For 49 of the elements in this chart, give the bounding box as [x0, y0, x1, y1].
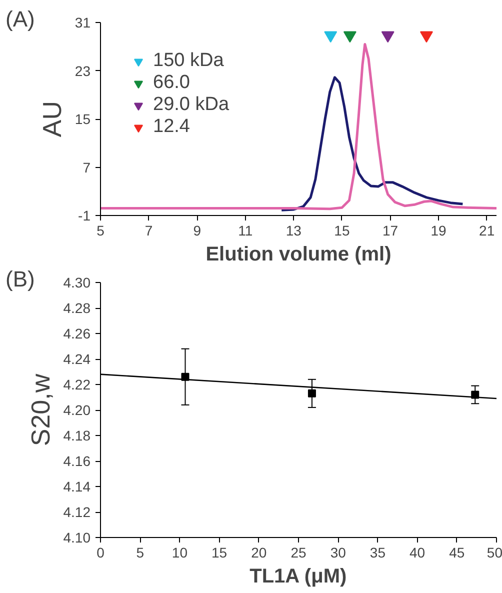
y-tick-label: 4.22	[63, 376, 91, 392]
x-tick-label: 35	[370, 544, 386, 560]
y-tick-label: 4.18	[63, 428, 91, 444]
y-tick-label: 4.30	[63, 274, 91, 290]
y-tick-label: 4.20	[63, 402, 91, 418]
chart-title: (B)	[6, 266, 35, 292]
y-tick-label: 23	[74, 62, 91, 79]
line-series	[100, 42, 496, 210]
x-axis-title: Elution volume (ml)	[206, 244, 392, 266]
legend-label: 150 kDa	[153, 50, 224, 72]
legend-label: 29.0 kDa	[153, 94, 230, 116]
y-tick-label: 4.14	[63, 478, 91, 494]
x-tick-label: 5	[96, 222, 105, 238]
y-tick-label: 4.16	[63, 453, 91, 469]
y-axis-title: AU	[36, 100, 67, 138]
y-tick-label: 4.28	[63, 300, 91, 316]
y-tick-label: 4.26	[63, 326, 91, 342]
y-tick-label: 4.12	[63, 504, 91, 520]
y-tick-label: 15	[74, 111, 91, 127]
x-tick-label: 9	[193, 222, 202, 238]
x-tick-label: 40	[410, 544, 426, 560]
x-tick-label: 17	[382, 222, 398, 238]
x-tick-label: 19	[430, 222, 447, 238]
x-tick-label: 0	[96, 544, 105, 560]
x-tick-label: 21	[479, 222, 495, 238]
legend-label: 12.4	[153, 116, 190, 138]
x-tick-label: 30	[330, 544, 346, 560]
x-tick-label: 25	[290, 544, 306, 560]
x-tick-label: 50	[486, 544, 502, 560]
y-tick-label: 4.10	[63, 530, 91, 546]
line-series	[280, 76, 464, 212]
y-axis-title: S20,w	[25, 374, 56, 446]
x-tick-label: 15	[212, 544, 228, 560]
x-axis-title: TL1A (μM)	[250, 566, 347, 588]
y-tick-label: -1	[78, 208, 91, 224]
x-tick-label: 11	[238, 222, 253, 238]
y-tick-label: 7	[82, 159, 91, 176]
x-tick-label: 13	[286, 222, 302, 238]
x-tick-label: 7	[144, 222, 153, 238]
x-tick-label: 10	[172, 544, 188, 560]
x-tick-label: 15	[334, 222, 350, 238]
y-tick-label: 31	[74, 14, 91, 30]
x-tick-label: 20	[251, 544, 267, 560]
y-tick-label: 4.24	[63, 351, 91, 367]
legend-label: 66.0	[153, 72, 190, 94]
x-tick-label: 45	[449, 544, 465, 560]
point	[308, 389, 316, 398]
x-tick-label: 5	[136, 544, 144, 560]
chart-title: (A)	[6, 6, 35, 32]
